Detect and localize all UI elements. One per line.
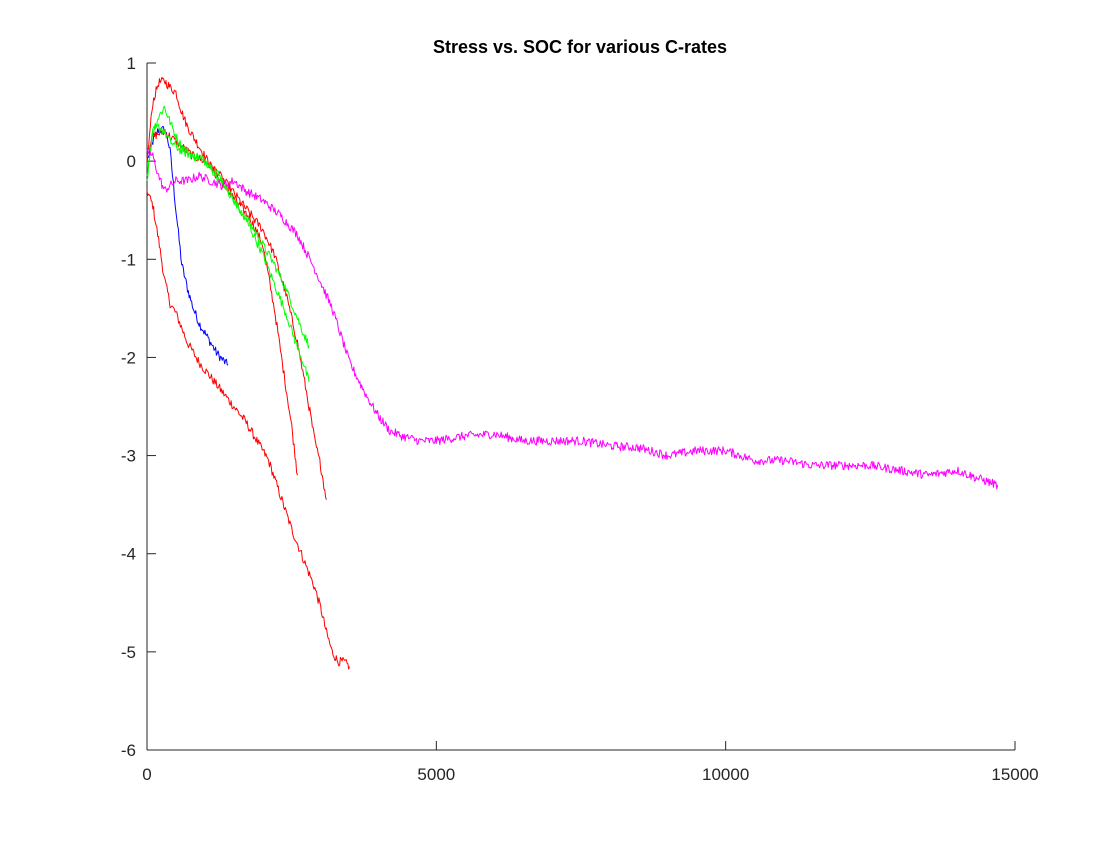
x-tick-label: 0 (142, 765, 151, 784)
y-tick-label: -3 (121, 447, 136, 466)
x-tick-label: 15000 (991, 765, 1038, 784)
series-line-6 (146, 123, 310, 383)
chart-title: Stress vs. SOC for various C-rates (433, 37, 727, 57)
x-tick-label: 10000 (702, 765, 749, 784)
y-tick-label: 0 (127, 152, 136, 171)
y-tick-label: -4 (121, 545, 136, 564)
x-tick-label: 5000 (417, 765, 455, 784)
axes: 0 5000 10000 15000 -6 -5 -4 -3 -2 -1 0 1 (121, 54, 1039, 784)
y-tick-label: -6 (121, 741, 136, 760)
series-line-2 (146, 190, 350, 670)
series-line-7 (146, 148, 999, 490)
y-tick-label: 1 (127, 54, 136, 73)
series-group (146, 76, 999, 670)
y-tick-label: -5 (121, 643, 136, 662)
y-tick-label: -1 (121, 250, 136, 269)
y-tick-label: -2 (121, 348, 136, 367)
